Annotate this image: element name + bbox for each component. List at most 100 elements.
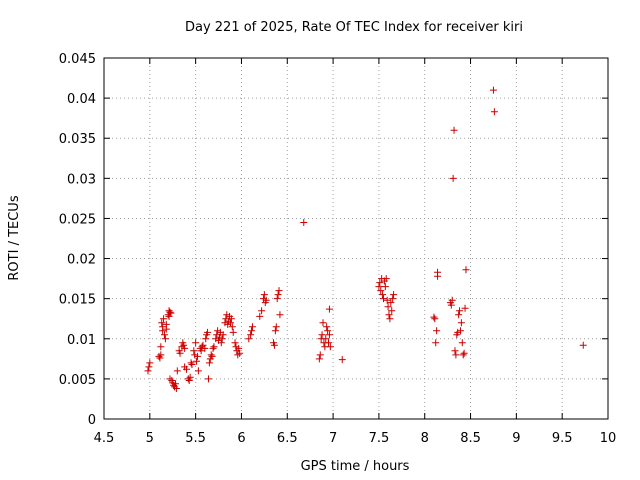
data-point (176, 349, 184, 357)
data-point (248, 327, 256, 335)
data-point (459, 351, 467, 359)
data-point (217, 339, 225, 347)
data-point (228, 323, 236, 331)
data-point (160, 331, 168, 339)
data-point (273, 295, 281, 303)
data-point (579, 341, 587, 349)
x-tick-label: 4.5 (94, 431, 115, 446)
y-tick-label: 0.015 (59, 293, 96, 308)
x-tick-label: 7 (329, 431, 337, 446)
data-point (383, 296, 391, 304)
data-point (377, 287, 385, 295)
x-tick-label: 9.5 (552, 431, 573, 446)
data-point (210, 343, 218, 351)
data-point (325, 339, 333, 347)
data-point (434, 268, 442, 276)
data-point (457, 319, 465, 327)
y-tick-label: 0.03 (67, 172, 96, 187)
data-point (325, 305, 333, 313)
data-point (256, 312, 264, 320)
x-axis: 4.5 5 5.5 6 6.5 7 7.5 8 8.5 9 9.5 10 (94, 58, 617, 446)
data-point (319, 319, 327, 327)
data-point (462, 266, 470, 274)
y-axis: 0 0.005 0.01 0.015 0.02 0.025 0.03 0.035 0.04 0.0… (59, 52, 608, 428)
x-tick-label: 5 (146, 431, 154, 446)
data-point (324, 327, 332, 335)
data-point (386, 315, 394, 323)
data-point (381, 283, 389, 291)
data-point (389, 295, 397, 303)
x-tick-label: 5.5 (185, 431, 206, 446)
data-point (456, 307, 464, 315)
data-point (456, 327, 464, 335)
data-point (192, 339, 200, 347)
data-point (180, 341, 188, 349)
data-point (458, 339, 466, 347)
data-point (146, 359, 154, 367)
data-point (208, 352, 216, 360)
data-point (452, 351, 460, 359)
data-point (460, 349, 468, 357)
data-point (185, 376, 193, 384)
data-point (376, 279, 384, 287)
data-point (236, 349, 244, 357)
data-point (160, 315, 168, 323)
x-tick-label: 10 (600, 431, 617, 446)
chart-title: Day 221 of 2025, Rate Of TEC Index for r… (185, 20, 523, 35)
data-point (157, 343, 165, 351)
data-point (449, 174, 457, 182)
data-point (433, 327, 441, 335)
data-point (190, 347, 198, 355)
data-point (162, 320, 170, 328)
data-point (202, 335, 210, 343)
data-point (300, 218, 308, 226)
data-point (219, 331, 227, 339)
data-point (227, 315, 235, 323)
data-point (171, 383, 179, 391)
data-point (184, 375, 192, 383)
data-point (315, 355, 323, 363)
data-point (231, 339, 239, 347)
data-point (245, 335, 253, 343)
data-point (205, 359, 213, 367)
data-point (193, 352, 201, 360)
data-point (318, 331, 326, 339)
data-point (144, 367, 152, 375)
x-tick-label: 6.5 (277, 431, 298, 446)
data-point (326, 343, 334, 351)
data-point (207, 351, 215, 359)
data-point (430, 313, 438, 321)
grid-lines (104, 58, 608, 419)
data-point (201, 344, 209, 352)
x-axis-label: GPS time / hours (301, 459, 410, 474)
data-point (272, 323, 280, 331)
y-tick-label: 0.035 (59, 132, 96, 147)
data-point (171, 380, 179, 388)
data-point (204, 375, 212, 383)
data-point (325, 331, 333, 339)
data-point (276, 311, 284, 319)
data-point (390, 291, 398, 299)
data-point (384, 303, 392, 311)
data-point (461, 304, 469, 312)
data-point (338, 356, 346, 364)
data-point (247, 331, 255, 339)
data-point (260, 291, 268, 299)
data-point (173, 367, 181, 375)
x-tick-label: 8.5 (460, 431, 481, 446)
data-point (188, 360, 196, 368)
data-point (447, 301, 455, 309)
data-point (316, 351, 324, 359)
y-tick-label: 0.02 (67, 253, 96, 268)
data-point (431, 315, 439, 323)
data-point (157, 351, 165, 359)
data-point (187, 359, 195, 367)
y-tick-label: 0.045 (59, 52, 96, 67)
data-point (197, 347, 205, 355)
data-point (166, 375, 174, 383)
data-point (490, 108, 498, 116)
y-tick-label: 0.04 (67, 92, 96, 107)
y-tick-label: 0 (88, 413, 96, 428)
data-point (167, 309, 175, 317)
